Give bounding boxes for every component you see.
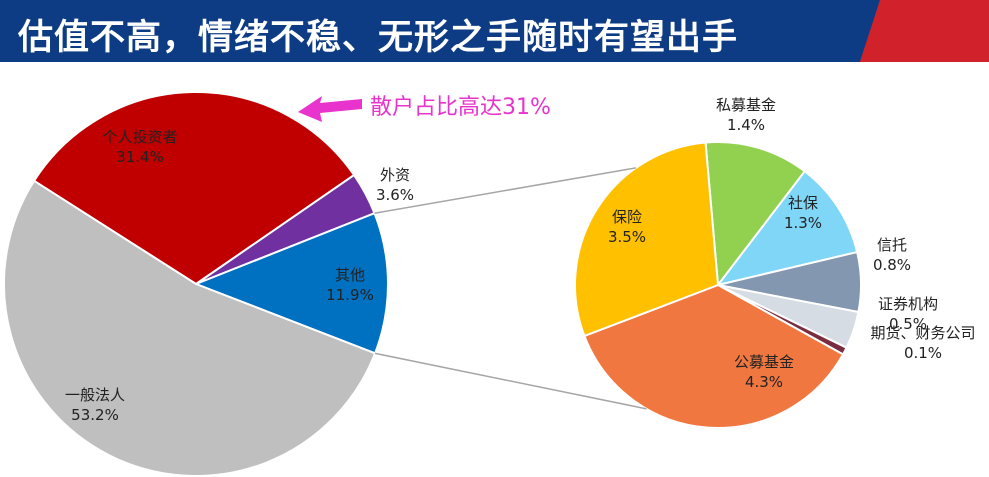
secondary-pie-label-3: 证券机构	[878, 295, 938, 313]
secondary-pie-slice-0	[704, 141, 807, 288]
main-pie-label-1: 外资	[380, 166, 410, 184]
main-pie-slice-0	[32, 91, 356, 286]
main-pie-value-0: 31.4%	[116, 148, 164, 166]
secondary-pie-slice-6	[574, 141, 720, 338]
main-pie-label-0: 个人投资者	[102, 128, 177, 146]
secondary-pie-value-5: 4.3%	[745, 373, 783, 391]
secondary-pie-label-0: 私募基金	[716, 96, 776, 114]
secondary-pie-label-5: 公募基金	[734, 353, 794, 371]
main-pie-label-3: 一般法人	[65, 386, 125, 404]
secondary-pie-value-2: 0.8%	[873, 256, 911, 274]
annotation-text: 散户占比高达31%	[370, 95, 551, 120]
secondary-pie-label-2: 信托	[877, 236, 907, 254]
secondary-pie-value-0: 1.4%	[727, 116, 765, 134]
secondary-pie-value-4: 0.1%	[904, 344, 942, 362]
main-pie-slice-3	[3, 179, 377, 477]
secondary-pie-slice-5	[583, 283, 845, 429]
connector-line-bottom	[374, 352, 647, 410]
secondary-pie-slice-1	[715, 169, 859, 287]
main-pie-slice-2	[193, 211, 389, 355]
secondary-pie-value-1: 1.3%	[784, 214, 822, 232]
secondary-pie-label-4: 期货、财务公司	[870, 324, 975, 342]
secondary-pie-value-6: 3.5%	[608, 228, 646, 246]
page-title: 估值不高，情绪不稳、无形之手随时有望出手	[18, 18, 739, 58]
secondary-pie-label-6: 保险	[612, 208, 642, 226]
secondary-pie-value-3: 0.5%	[889, 315, 927, 333]
secondary-pie-label-1: 社保	[788, 194, 818, 212]
main-pie-value-1: 3.6%	[376, 186, 414, 204]
connector-line-top	[374, 167, 637, 214]
main-pie-value-2: 11.9%	[326, 286, 374, 304]
callout-arrow	[298, 96, 362, 122]
main-pie-value-3: 53.2%	[71, 406, 119, 424]
main-pie-label-2: 其他	[335, 266, 365, 284]
title-banner: 估值不高，情绪不稳、无形之手随时有望出手	[0, 0, 989, 62]
